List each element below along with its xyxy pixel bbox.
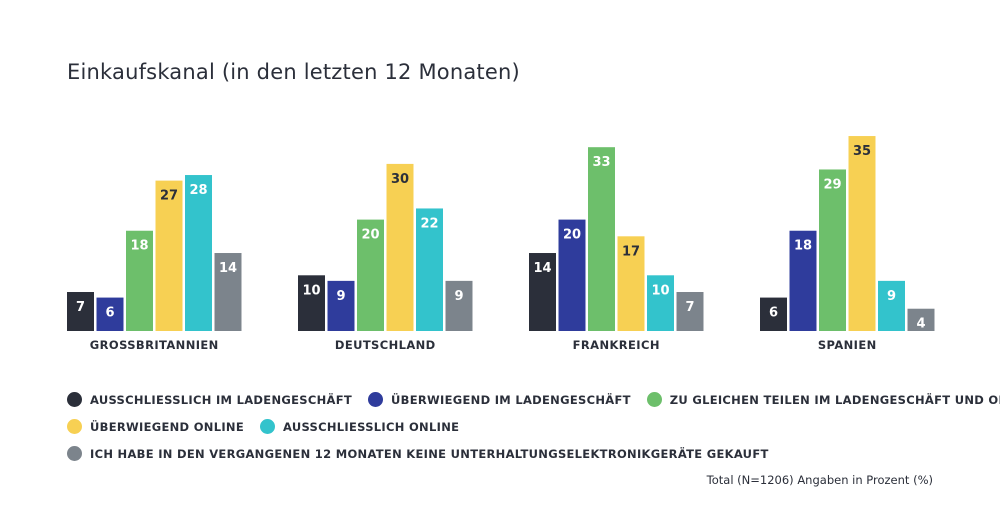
legend-label: ÜBERWIEGEND IM LADENGESCHÄFT	[391, 392, 631, 407]
category-label: SPANIEN	[818, 338, 877, 352]
data-label: 18	[794, 239, 812, 254]
bar	[185, 175, 212, 331]
bar	[416, 208, 443, 331]
data-label: 9	[336, 289, 345, 304]
bar	[588, 147, 615, 331]
legend-item-5: AUSSCHLIESSLICH ONLINE	[260, 419, 459, 434]
bar	[676, 292, 704, 331]
bar	[214, 253, 242, 331]
legend-item-6: ICH HABE IN DEN VERGANGENEN 12 MONATEN K…	[67, 446, 769, 461]
bar	[386, 163, 414, 331]
bar	[67, 292, 94, 331]
category-label: DEUTSCHLAND	[335, 338, 436, 352]
bar	[357, 219, 384, 331]
bar-chart: 7 6 18 27 28 14 GROSSBRITANNIEN 10 9 20 30 22 9 DEUTS…	[67, 136, 935, 352]
bar	[327, 280, 355, 331]
data-label: 9	[454, 289, 463, 304]
legend-dot-icon	[368, 392, 384, 407]
legend-row-3: ICH HABE IN DEN VERGANGENEN 12 MONATEN K…	[67, 446, 785, 461]
data-label: 14	[219, 261, 237, 276]
data-label: 4	[916, 317, 925, 332]
bar	[617, 236, 645, 331]
chart-title: Einkaufskanal (in den letzten 12 Monaten…	[67, 60, 520, 84]
bar	[789, 230, 817, 331]
bar	[848, 136, 876, 331]
data-label: 6	[105, 306, 114, 321]
legend-row-2: ÜBERWIEGEND ONLINE AUSSCHLIESSLICH ONLIN…	[67, 419, 475, 434]
data-label: 30	[391, 172, 409, 187]
data-label: 20	[361, 228, 379, 243]
bar	[760, 297, 787, 331]
legend-item-1: AUSSCHLIESSLICH IM LADENGESCHÄFT	[67, 392, 352, 407]
legend-dot-icon	[260, 419, 275, 434]
bar	[819, 169, 846, 331]
data-label: 18	[130, 239, 148, 254]
data-label: 17	[622, 244, 640, 259]
legend-label: AUSSCHLIESSLICH IM LADENGESCHÄFT	[90, 392, 353, 407]
bar	[878, 280, 905, 331]
data-label: 9	[887, 289, 896, 304]
category-label: FRANKREICH	[573, 338, 660, 352]
footnote: Total (N=1206) Angaben in Prozent (%)	[706, 473, 933, 487]
data-label: 14	[533, 261, 551, 276]
data-label: 7	[685, 300, 694, 315]
bar	[558, 219, 586, 331]
legend-dot-icon	[67, 446, 82, 461]
legend-dot-icon	[67, 419, 82, 434]
legend-dot-icon	[646, 392, 662, 407]
data-label: 10	[651, 283, 669, 298]
data-label: 6	[769, 306, 778, 321]
data-label: 27	[160, 189, 178, 204]
data-label: 28	[189, 183, 207, 198]
category-label: GROSSBRITANNIEN	[90, 338, 219, 352]
bar	[126, 230, 153, 331]
data-label: 7	[76, 300, 85, 315]
legend-label: ÜBERWIEGEND ONLINE	[90, 419, 244, 434]
data-label: 35	[853, 144, 871, 159]
legend-item-3: ZU GLEICHEN TEILEN IM LADENGESCHÄFT UND …	[646, 392, 1000, 407]
data-label: 22	[420, 216, 438, 231]
legend-label: AUSSCHLIESSLICH ONLINE	[283, 419, 460, 434]
data-label: 20	[563, 228, 581, 243]
bar	[907, 308, 935, 331]
legend-label: ICH HABE IN DEN VERGANGENEN 12 MONATEN K…	[90, 446, 769, 461]
legend-label: ZU GLEICHEN TEILEN IM LADENGESCHÄFT UND …	[669, 392, 1000, 407]
legend-item-2: ÜBERWIEGEND IM LADENGESCHÄFT	[368, 392, 631, 407]
legend-dot-icon	[67, 392, 82, 407]
data-label: 33	[592, 155, 610, 170]
data-label: 10	[302, 283, 320, 298]
legend-item-4: ÜBERWIEGEND ONLINE	[67, 419, 244, 434]
bar	[647, 275, 674, 331]
bar	[96, 297, 124, 331]
bar	[529, 253, 556, 331]
bar	[155, 180, 183, 331]
legend-row-1: AUSSCHLIESSLICH IM LADENGESCHÄFT ÜBERWIE…	[67, 392, 1000, 407]
bar	[445, 280, 473, 331]
bar	[298, 275, 325, 331]
data-label: 29	[823, 177, 841, 192]
